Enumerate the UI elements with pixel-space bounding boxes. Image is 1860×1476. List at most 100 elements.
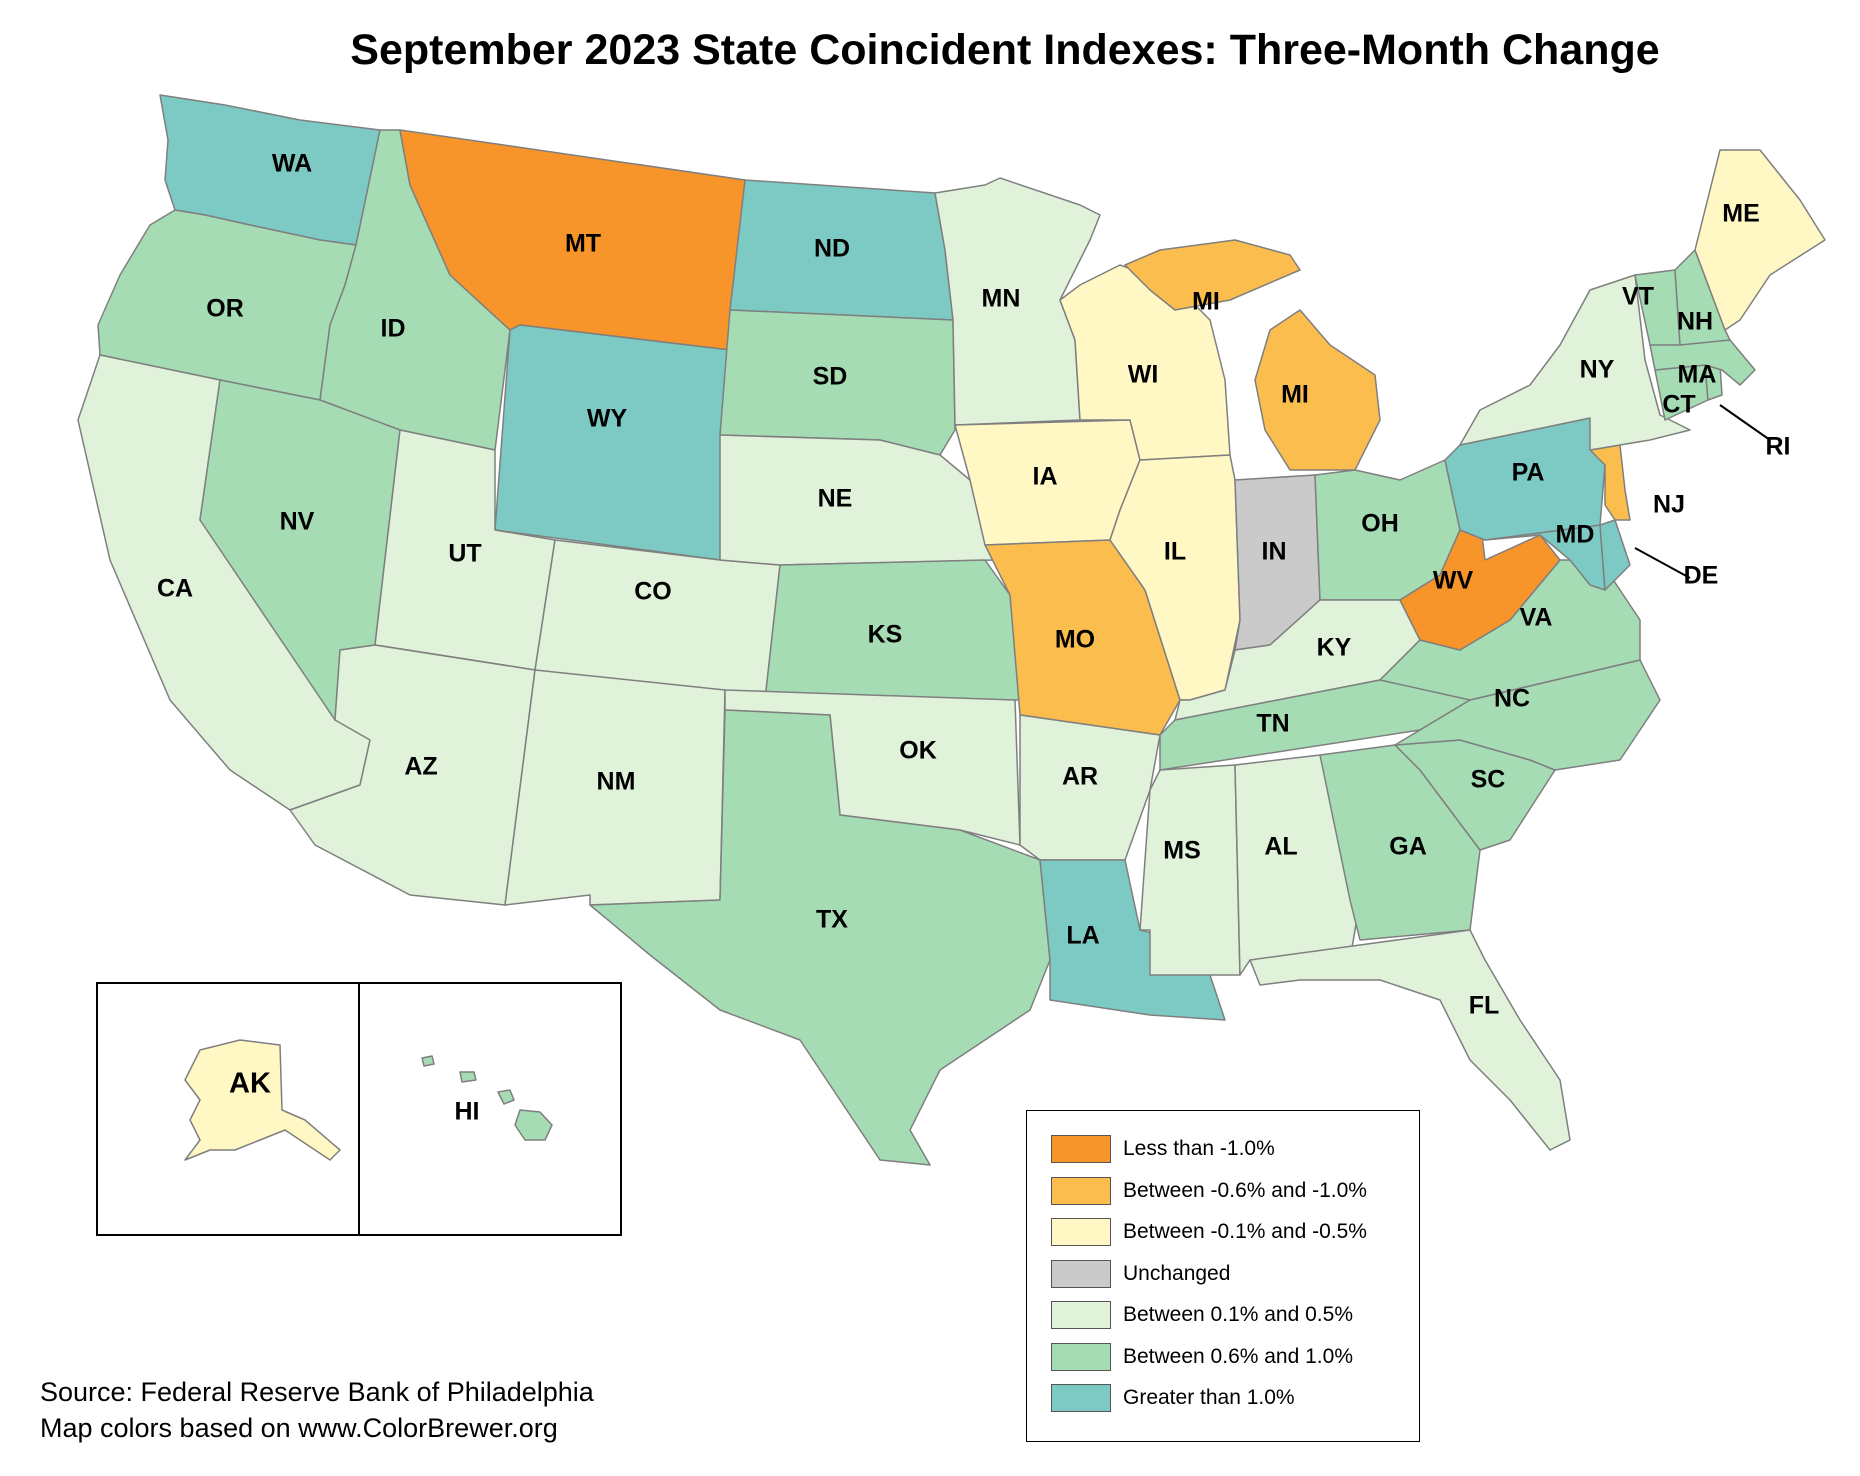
state-label: OH [1361,510,1399,538]
state-label: RI [1766,433,1791,461]
state-HI-kauai[interactable] [421,1055,435,1067]
state-label: MI [1192,288,1220,316]
state-HI[interactable] [514,1109,553,1141]
state-label: IA [1033,463,1058,491]
state-NE[interactable] [719,434,996,566]
state-label: ND [814,235,850,263]
state-label: TX [816,906,848,934]
state-label: LA [1066,922,1099,950]
legend-swatch [1051,1218,1111,1246]
legend-label: Greater than 1.0% [1123,1386,1295,1409]
legend-label: Between -0.6% and -1.0% [1123,1178,1367,1202]
state-label: WI [1128,361,1159,389]
state-NH[interactable] [1674,249,1731,346]
state-label: NC [1494,685,1530,713]
state-label: UT [448,540,481,568]
leader-DE [1634,547,1691,579]
state-DE[interactable] [1599,519,1631,591]
state-label: VT [1622,283,1654,311]
state-label: NM [597,768,636,796]
state-label: AK [229,1068,271,1100]
legend-label: Between -0.1% and -0.5% [1123,1220,1367,1243]
state-label: MN [982,285,1021,313]
source-line: Source: Federal Reserve Bank of Philadel… [40,1377,594,1407]
state-LA[interactable] [1039,859,1226,1021]
legend-item: Between 0.6% and 1.0% [1051,1342,1353,1372]
state-MI-up[interactable] [1124,239,1301,311]
state-TX[interactable] [589,709,1051,1166]
legend-swatch [1051,1135,1111,1163]
legend-swatch [1051,1176,1111,1205]
hawaii-inset-frame [358,982,622,1236]
legend-swatch [1051,1342,1111,1371]
state-label: HI [455,1098,480,1126]
legend-item: Between 0.1% and 0.5% [1051,1300,1353,1330]
map-title: September 2023 State Coincident Indexes:… [350,26,1660,74]
state-label: AR [1062,763,1098,791]
state-HI-maui[interactable] [497,1089,515,1105]
state-NJ[interactable] [1589,444,1631,521]
state-label: AL [1264,833,1297,861]
state-label: CT [1662,391,1695,419]
state-label: MT [565,230,601,258]
legend-swatch [1051,1301,1111,1329]
legend-swatch [1051,1384,1111,1412]
state-label: OR [206,295,244,323]
state-label: MS [1163,837,1201,865]
legend-item: Between -0.1% and -0.5% [1051,1217,1367,1247]
state-label: MD [1556,521,1595,549]
legend-label: Less than -1.0% [1123,1137,1275,1160]
state-label: NY [1580,356,1615,384]
legend-item: Unchanged [1051,1259,1230,1289]
state-label: AZ [404,753,437,781]
colorbrewer-credit: Map colors based on www.ColorBrewer.org [40,1413,558,1443]
state-MA[interactable] [1649,339,1756,386]
state-label: CO [634,578,672,606]
state-label: NJ [1653,491,1685,519]
state-label: MO [1055,626,1095,654]
state-NY[interactable] [1459,274,1691,451]
state-label: ID [381,315,406,343]
state-AK[interactable] [184,1039,341,1161]
state-label: CA [157,575,193,603]
state-ME[interactable] [1694,149,1826,331]
state-label: NH [1677,308,1713,336]
state-label: NE [818,485,853,513]
state-label: NV [280,508,315,536]
legend-label: Between 0.6% and 1.0% [1123,1344,1353,1368]
state-MI[interactable] [1254,309,1381,471]
state-label: IN [1262,538,1287,566]
state-label: FL [1469,992,1500,1020]
state-label: MA [1678,361,1717,389]
legend-swatch [1051,1259,1111,1288]
state-HI-group [421,1055,553,1141]
legend-item: Between -0.6% and -1.0% [1051,1176,1367,1206]
leader-RI [1719,404,1771,441]
legend-item: Less than -1.0% [1051,1134,1275,1164]
state-MS[interactable] [1139,764,1241,976]
state-WY[interactable] [494,324,731,561]
legend-item: Greater than 1.0% [1051,1383,1295,1413]
state-label: KY [1317,634,1352,662]
state-label: IL [1164,538,1186,566]
state-HI-oahu[interactable] [459,1071,477,1083]
state-label: KS [868,621,903,649]
source-note: Source: Federal Reserve Bank of Philadel… [40,1374,594,1446]
state-label: VA [1520,604,1553,632]
state-label: MI [1281,381,1309,409]
legend: Less than -1.0% Between -0.6% and -1.0% Be… [1026,1110,1420,1442]
state-label: OK [899,737,937,765]
state-label: WV [1433,567,1474,595]
state-label: TN [1256,710,1289,738]
state-FL[interactable] [1249,929,1571,1151]
state-label: DE [1684,562,1719,590]
state-label: ME [1722,200,1760,228]
legend-label: Between 0.1% and 0.5% [1123,1303,1353,1326]
state-label: SD [813,363,848,391]
state-label: GA [1389,833,1427,861]
state-label: PA [1512,459,1545,487]
state-label: SC [1471,766,1506,794]
state-label: WA [272,150,312,178]
state-label: WY [587,405,628,433]
